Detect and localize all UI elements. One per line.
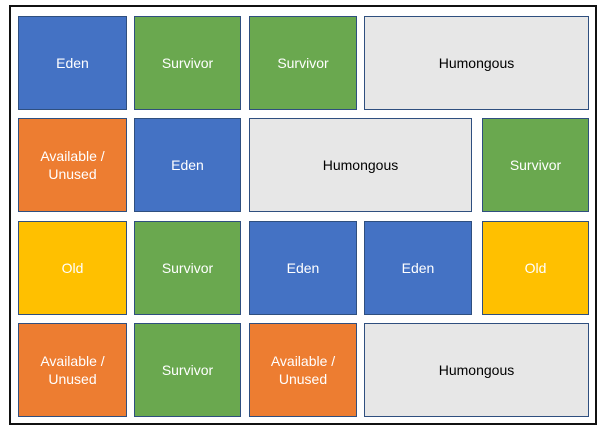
region-survivor: Survivor [134, 323, 241, 417]
region-survivor: Survivor [482, 118, 589, 212]
region-available-unused: Available / Unused [18, 118, 127, 212]
region-old: Old [482, 221, 589, 315]
region-survivor: Survivor [134, 221, 241, 315]
region-old: Old [18, 221, 127, 315]
region-eden: Eden [18, 16, 127, 110]
region-eden: Eden [249, 221, 357, 315]
region-survivor: Survivor [134, 16, 241, 110]
heap-diagram-frame: Eden Survivor Survivor Humongous Availab… [9, 5, 597, 425]
region-available-unused: Available / Unused [18, 323, 127, 417]
region-survivor: Survivor [249, 16, 357, 110]
region-humongous: Humongous [364, 323, 589, 417]
region-humongous: Humongous [364, 16, 589, 110]
region-humongous: Humongous [249, 118, 472, 212]
region-eden: Eden [364, 221, 472, 315]
region-available-unused: Available / Unused [249, 323, 357, 417]
region-eden: Eden [134, 118, 241, 212]
